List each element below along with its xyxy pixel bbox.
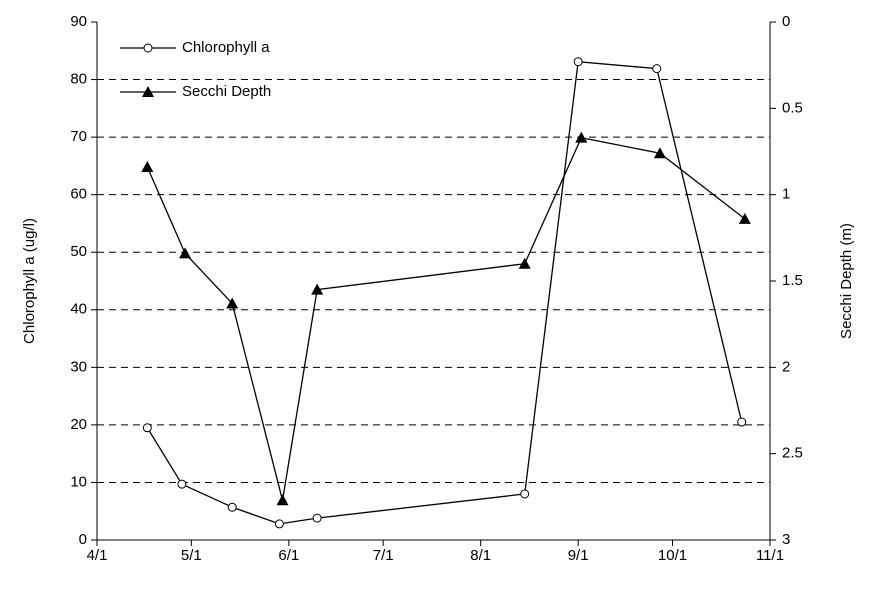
circle-marker [274, 519, 284, 529]
y-tick-label: 70 [70, 128, 87, 145]
circle-marker [177, 479, 187, 489]
y-tick-label: 20 [70, 416, 87, 433]
circle-marker [227, 502, 237, 512]
circle-marker [737, 417, 747, 427]
y-axis-label: Chlorophyll a (ug/l) [21, 218, 38, 344]
circle-marker [520, 489, 530, 499]
series-line [146, 61, 743, 525]
y2-tick-label: 2.5 [782, 445, 803, 462]
y2-tick-label: 0 [782, 13, 790, 30]
y2-axis-label: Secchi Depth (m) [838, 223, 855, 339]
y-tick-label: 30 [70, 358, 87, 375]
triangle-marker [653, 147, 666, 159]
x-tick-label: 11/1 [756, 547, 784, 564]
circle-marker [142, 423, 152, 433]
x-tick-label: 5/1 [181, 547, 202, 564]
x-tick-label: 9/1 [568, 547, 589, 564]
legend-label: Secchi Depth [182, 83, 271, 100]
y-tick-label: 40 [70, 301, 87, 318]
y-tick-label: 50 [70, 243, 87, 260]
y-tick-label: 60 [70, 186, 87, 203]
circle-marker [312, 513, 322, 523]
y-tick-label: 90 [70, 13, 87, 30]
triangle-marker [179, 247, 192, 259]
x-tick-label: 7/1 [373, 547, 394, 564]
y2-tick-label: 1 [782, 186, 790, 203]
circle-marker [573, 57, 583, 67]
y-tick-label: 0 [79, 531, 87, 548]
series-line [146, 136, 746, 501]
triangle-marker [226, 297, 239, 309]
triangle-marker [738, 212, 751, 224]
legend-label: Chlorophyll a [182, 39, 270, 56]
x-tick-label: 10/1 [658, 547, 687, 564]
x-tick-label: 4/1 [87, 547, 108, 564]
y2-tick-label: 1.5 [782, 272, 803, 289]
triangle-marker [518, 257, 531, 269]
x-tick-label: 8/1 [470, 547, 491, 564]
triangle-marker [141, 161, 154, 173]
circle-marker [143, 43, 153, 53]
triangle-marker [142, 86, 154, 97]
circle-marker [652, 64, 662, 74]
triangle-marker [276, 494, 289, 506]
triangle-marker [575, 131, 588, 143]
y-tick-label: 80 [70, 71, 87, 88]
triangle-marker [311, 283, 324, 295]
y2-tick-label: 0.5 [782, 99, 803, 116]
y-tick-label: 10 [70, 473, 87, 490]
y2-tick-label: 3 [782, 531, 790, 548]
y2-tick-label: 2 [782, 358, 790, 375]
x-tick-label: 6/1 [278, 547, 299, 564]
